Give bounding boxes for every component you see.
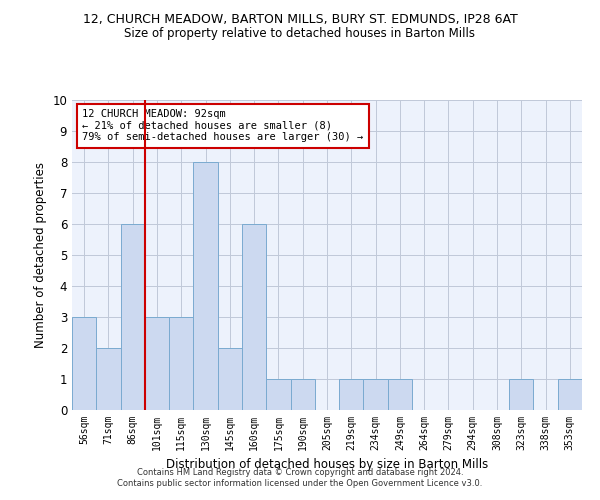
- Bar: [364, 379, 388, 410]
- Bar: [509, 379, 533, 410]
- Bar: [169, 317, 193, 410]
- Bar: [218, 348, 242, 410]
- Bar: [72, 317, 96, 410]
- Text: Contains HM Land Registry data © Crown copyright and database right 2024.
Contai: Contains HM Land Registry data © Crown c…: [118, 468, 482, 487]
- Bar: [558, 379, 582, 410]
- Text: 12 CHURCH MEADOW: 92sqm
← 21% of detached houses are smaller (8)
79% of semi-det: 12 CHURCH MEADOW: 92sqm ← 21% of detache…: [82, 110, 364, 142]
- Y-axis label: Number of detached properties: Number of detached properties: [34, 162, 47, 348]
- Bar: [242, 224, 266, 410]
- Bar: [96, 348, 121, 410]
- Bar: [339, 379, 364, 410]
- Bar: [121, 224, 145, 410]
- Bar: [266, 379, 290, 410]
- Text: Size of property relative to detached houses in Barton Mills: Size of property relative to detached ho…: [125, 28, 476, 40]
- Bar: [388, 379, 412, 410]
- Bar: [290, 379, 315, 410]
- Bar: [145, 317, 169, 410]
- X-axis label: Distribution of detached houses by size in Barton Mills: Distribution of detached houses by size …: [166, 458, 488, 471]
- Bar: [193, 162, 218, 410]
- Text: 12, CHURCH MEADOW, BARTON MILLS, BURY ST. EDMUNDS, IP28 6AT: 12, CHURCH MEADOW, BARTON MILLS, BURY ST…: [83, 12, 517, 26]
